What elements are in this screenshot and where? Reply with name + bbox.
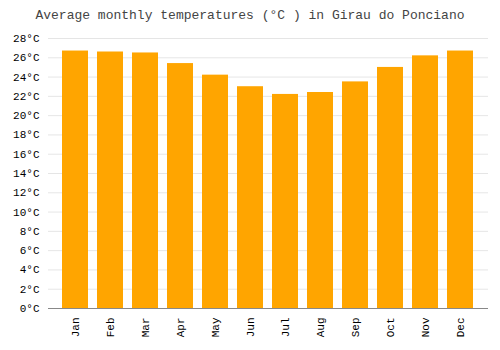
svg-text:Mar: Mar [140,318,152,338]
svg-text:8°C: 8°C [20,226,40,238]
svg-text:Jun: Jun [245,318,257,338]
svg-text:18°C: 18°C [13,129,40,141]
svg-text:Oct: Oct [385,318,397,338]
svg-text:28°C: 28°C [13,33,40,45]
svg-text:12°C: 12°C [13,187,40,199]
svg-text:Aug: Aug [315,318,327,338]
svg-text:Jan: Jan [70,318,82,338]
svg-text:10°C: 10°C [13,207,40,219]
svg-text:Apr: Apr [175,318,187,338]
svg-text:Sep: Sep [350,318,362,338]
html-text:Average monthly temperatures (: Average monthly temperatures (°C ) in Gi… [35,8,465,23]
svg-text:24°C: 24°C [13,72,40,84]
svg-text:Nov: Nov [420,317,432,337]
svg-text:26°C: 26°C [13,52,40,64]
svg-text:4°C: 4°C [20,264,40,276]
svg-text:Dec: Dec [455,318,467,338]
svg-text:Feb: Feb [105,318,117,338]
svg-text:2°C: 2°C [20,284,40,296]
svg-text:20°C: 20°C [13,110,40,122]
svg-text:0°C: 0°C [20,303,40,315]
svg-text:6°C: 6°C [20,245,40,257]
svg-text:May: May [210,317,222,337]
svg-text:14°C: 14°C [13,168,40,180]
svg-text:16°C: 16°C [13,149,40,161]
svg-text:22°C: 22°C [13,91,40,103]
svg-text:Jul: Jul [280,318,292,338]
